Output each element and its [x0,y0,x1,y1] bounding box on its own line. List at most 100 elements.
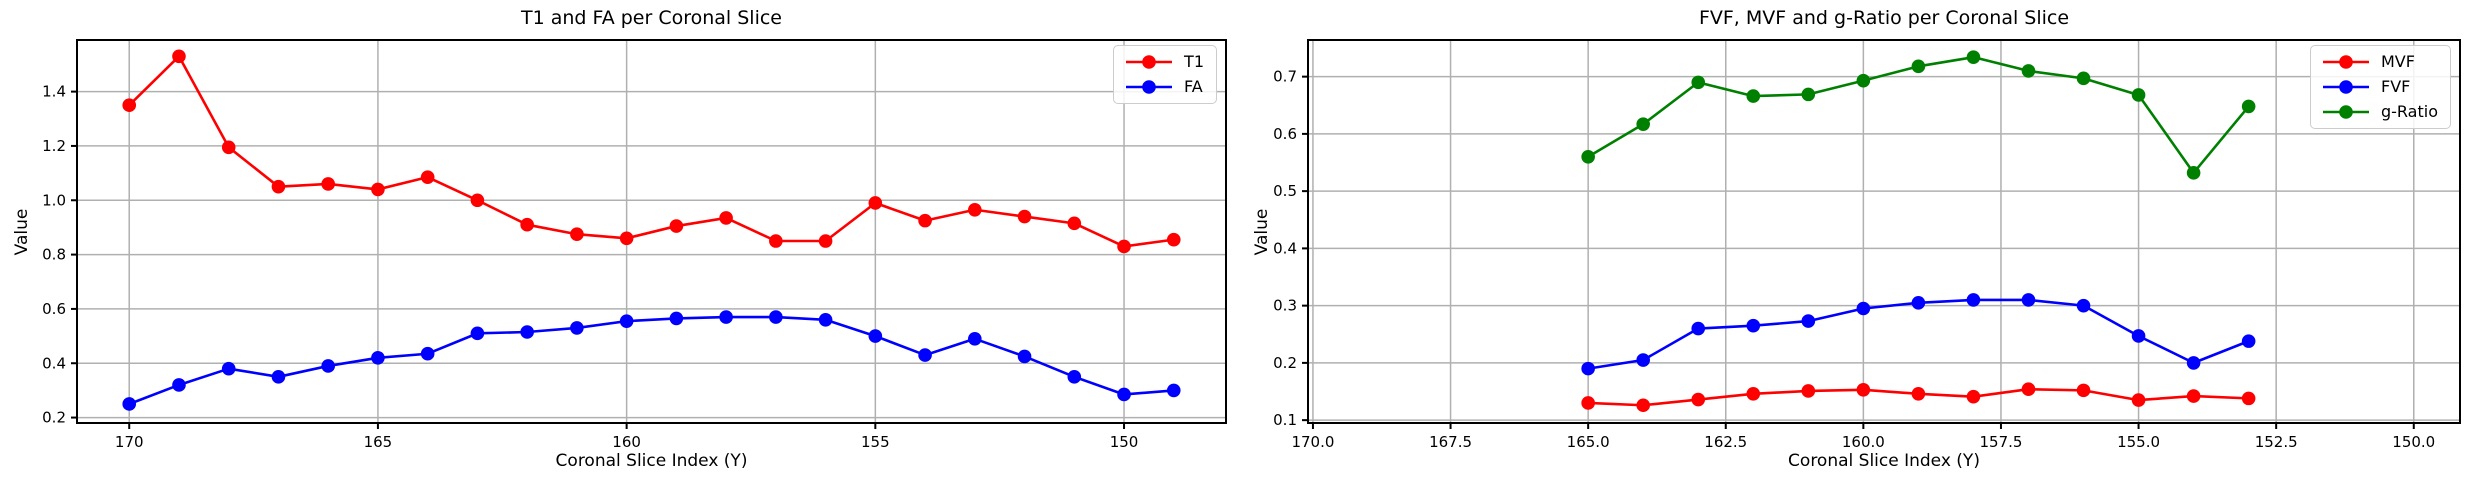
legend: T1 FA [1113,45,1217,104]
data-point-T1 [1117,239,1131,254]
legend-label: g-Ratio [2380,102,2438,121]
legend-entry-FA: FA [1124,78,1204,96]
data-point-MVF [2241,391,2256,406]
legend-line-marker [2322,55,2369,69]
data-point-T1 [619,231,634,246]
data-point-FA [420,346,435,361]
data-point-FA [918,348,932,362]
data-point-MVF [1911,387,1926,401]
axes-spines [76,39,1227,424]
data-point-g-Ratio [1801,87,1816,102]
data-point-MVF [1691,392,1706,407]
y-tick-label: 1.2 [42,137,66,155]
data-point-FVF [1801,314,1816,328]
data-point-FVF [1856,301,1871,316]
data-point-FVF [2241,334,2256,348]
data-point-T1 [520,217,534,232]
legend: MVF FVF g-Ratio [2309,45,2451,129]
data-point-FVF [1746,318,1761,333]
legend-label: FVF [2380,77,2411,96]
x-axis-label: Coronal Slice Index (Y) [555,451,748,471]
x-tick-label: 170 [115,433,144,451]
x-tick-label: 170.0 [1291,433,1334,451]
data-point-g-Ratio [1856,73,1871,88]
y-tick-label: 1.4 [42,83,66,101]
data-point-g-Ratio [2021,64,2036,78]
data-point-g-Ratio [1691,75,1706,90]
data-point-FA [1017,349,1032,364]
y-tick-label: 0.7 [1273,68,1297,86]
y-tick-label: 0.8 [42,246,66,264]
data-point-MVF [2076,383,2091,398]
data-point-FA [818,312,833,327]
chart-panel-t1-fa: T1 and FA per Coronal Slice Value 170 165… [12,7,1227,471]
legend-entry-FVF: FVF [2321,78,2438,96]
data-point-MVF [2021,382,2036,397]
y-tick-label: 0.6 [42,300,66,318]
data-point-FA [619,314,634,328]
legend-label: MVF [2380,52,2415,71]
legend-entry-T1: T1 [1124,53,1204,71]
data-point-T1 [719,211,733,225]
data-point-T1 [420,170,435,184]
data-point-T1 [172,49,186,64]
x-tick-label: 155.0 [2117,433,2160,451]
data-point-FA [122,397,137,411]
legend-line-marker [2322,80,2369,94]
data-point-FA [172,378,186,392]
data-point-T1 [868,196,883,210]
data-point-g-Ratio [1636,117,1650,131]
chart-title: T1 and FA per Coronal Slice [520,7,782,29]
x-tick-label: 155 [861,433,890,451]
x-tick-label: 160.0 [1842,433,1885,451]
data-point-FVF [1581,361,1595,376]
data-point-FA [271,370,286,384]
data-point-T1 [669,219,684,233]
data-point-FVF [1636,353,1650,367]
y-tick-label: 0.3 [1273,297,1297,315]
data-point-MVF [1636,398,1650,413]
data-point-FA [470,326,485,341]
data-point-FA [669,311,684,326]
legend-line-marker [1126,55,1173,69]
data-point-FA [769,310,783,324]
y-tick-label: 0.1 [1273,411,1297,429]
data-point-g-Ratio [2131,88,2146,102]
series-T1 [122,49,1181,254]
axes-spines [1307,39,2461,424]
data-point-T1 [818,234,833,248]
data-point-MVF [1966,389,1981,404]
y-tick-label: 0.2 [42,409,66,427]
y-tick-label: 1.0 [42,191,66,209]
series-FA [122,310,1181,411]
x-tick-label: 150 [1110,433,1139,451]
y-tick-label: 0.5 [1273,182,1297,200]
data-point-MVF [1856,382,1871,397]
plot-area: 170 165 160 155 150 0.2 0.4 0.6 0.8 1.0 1.2 1.4 [42,39,1227,451]
data-point-MVF [1746,387,1761,401]
data-point-g-Ratio [2186,166,2201,180]
data-point-FVF [2021,293,2036,307]
plot-area: 170.0 167.5 165.0 162.5 160.0 157.5 155.0 152.5… [1273,39,2461,451]
data-point-g-Ratio [2241,99,2256,114]
legend-line-marker [2322,105,2369,119]
data-point-FA [570,321,584,335]
data-point-g-Ratio [1966,50,1981,64]
data-point-FVF [1966,293,1981,307]
x-tick-label: 167.5 [1429,433,1472,451]
data-point-T1 [570,227,584,242]
data-point-FA [719,310,733,324]
data-point-MVF [1581,396,1595,410]
data-point-FVF [2131,329,2146,343]
data-point-T1 [371,182,385,197]
data-point-T1 [271,179,286,194]
y-tick-label: 0.2 [1273,354,1297,372]
data-point-MVF [2186,389,2201,403]
data-point-FA [968,331,982,346]
data-point-FVF [1691,321,1706,336]
data-point-T1 [122,98,137,112]
data-point-T1 [918,213,932,228]
x-axis-label: Coronal Slice Index (Y) [1788,451,1980,471]
data-point-FA [371,351,385,365]
